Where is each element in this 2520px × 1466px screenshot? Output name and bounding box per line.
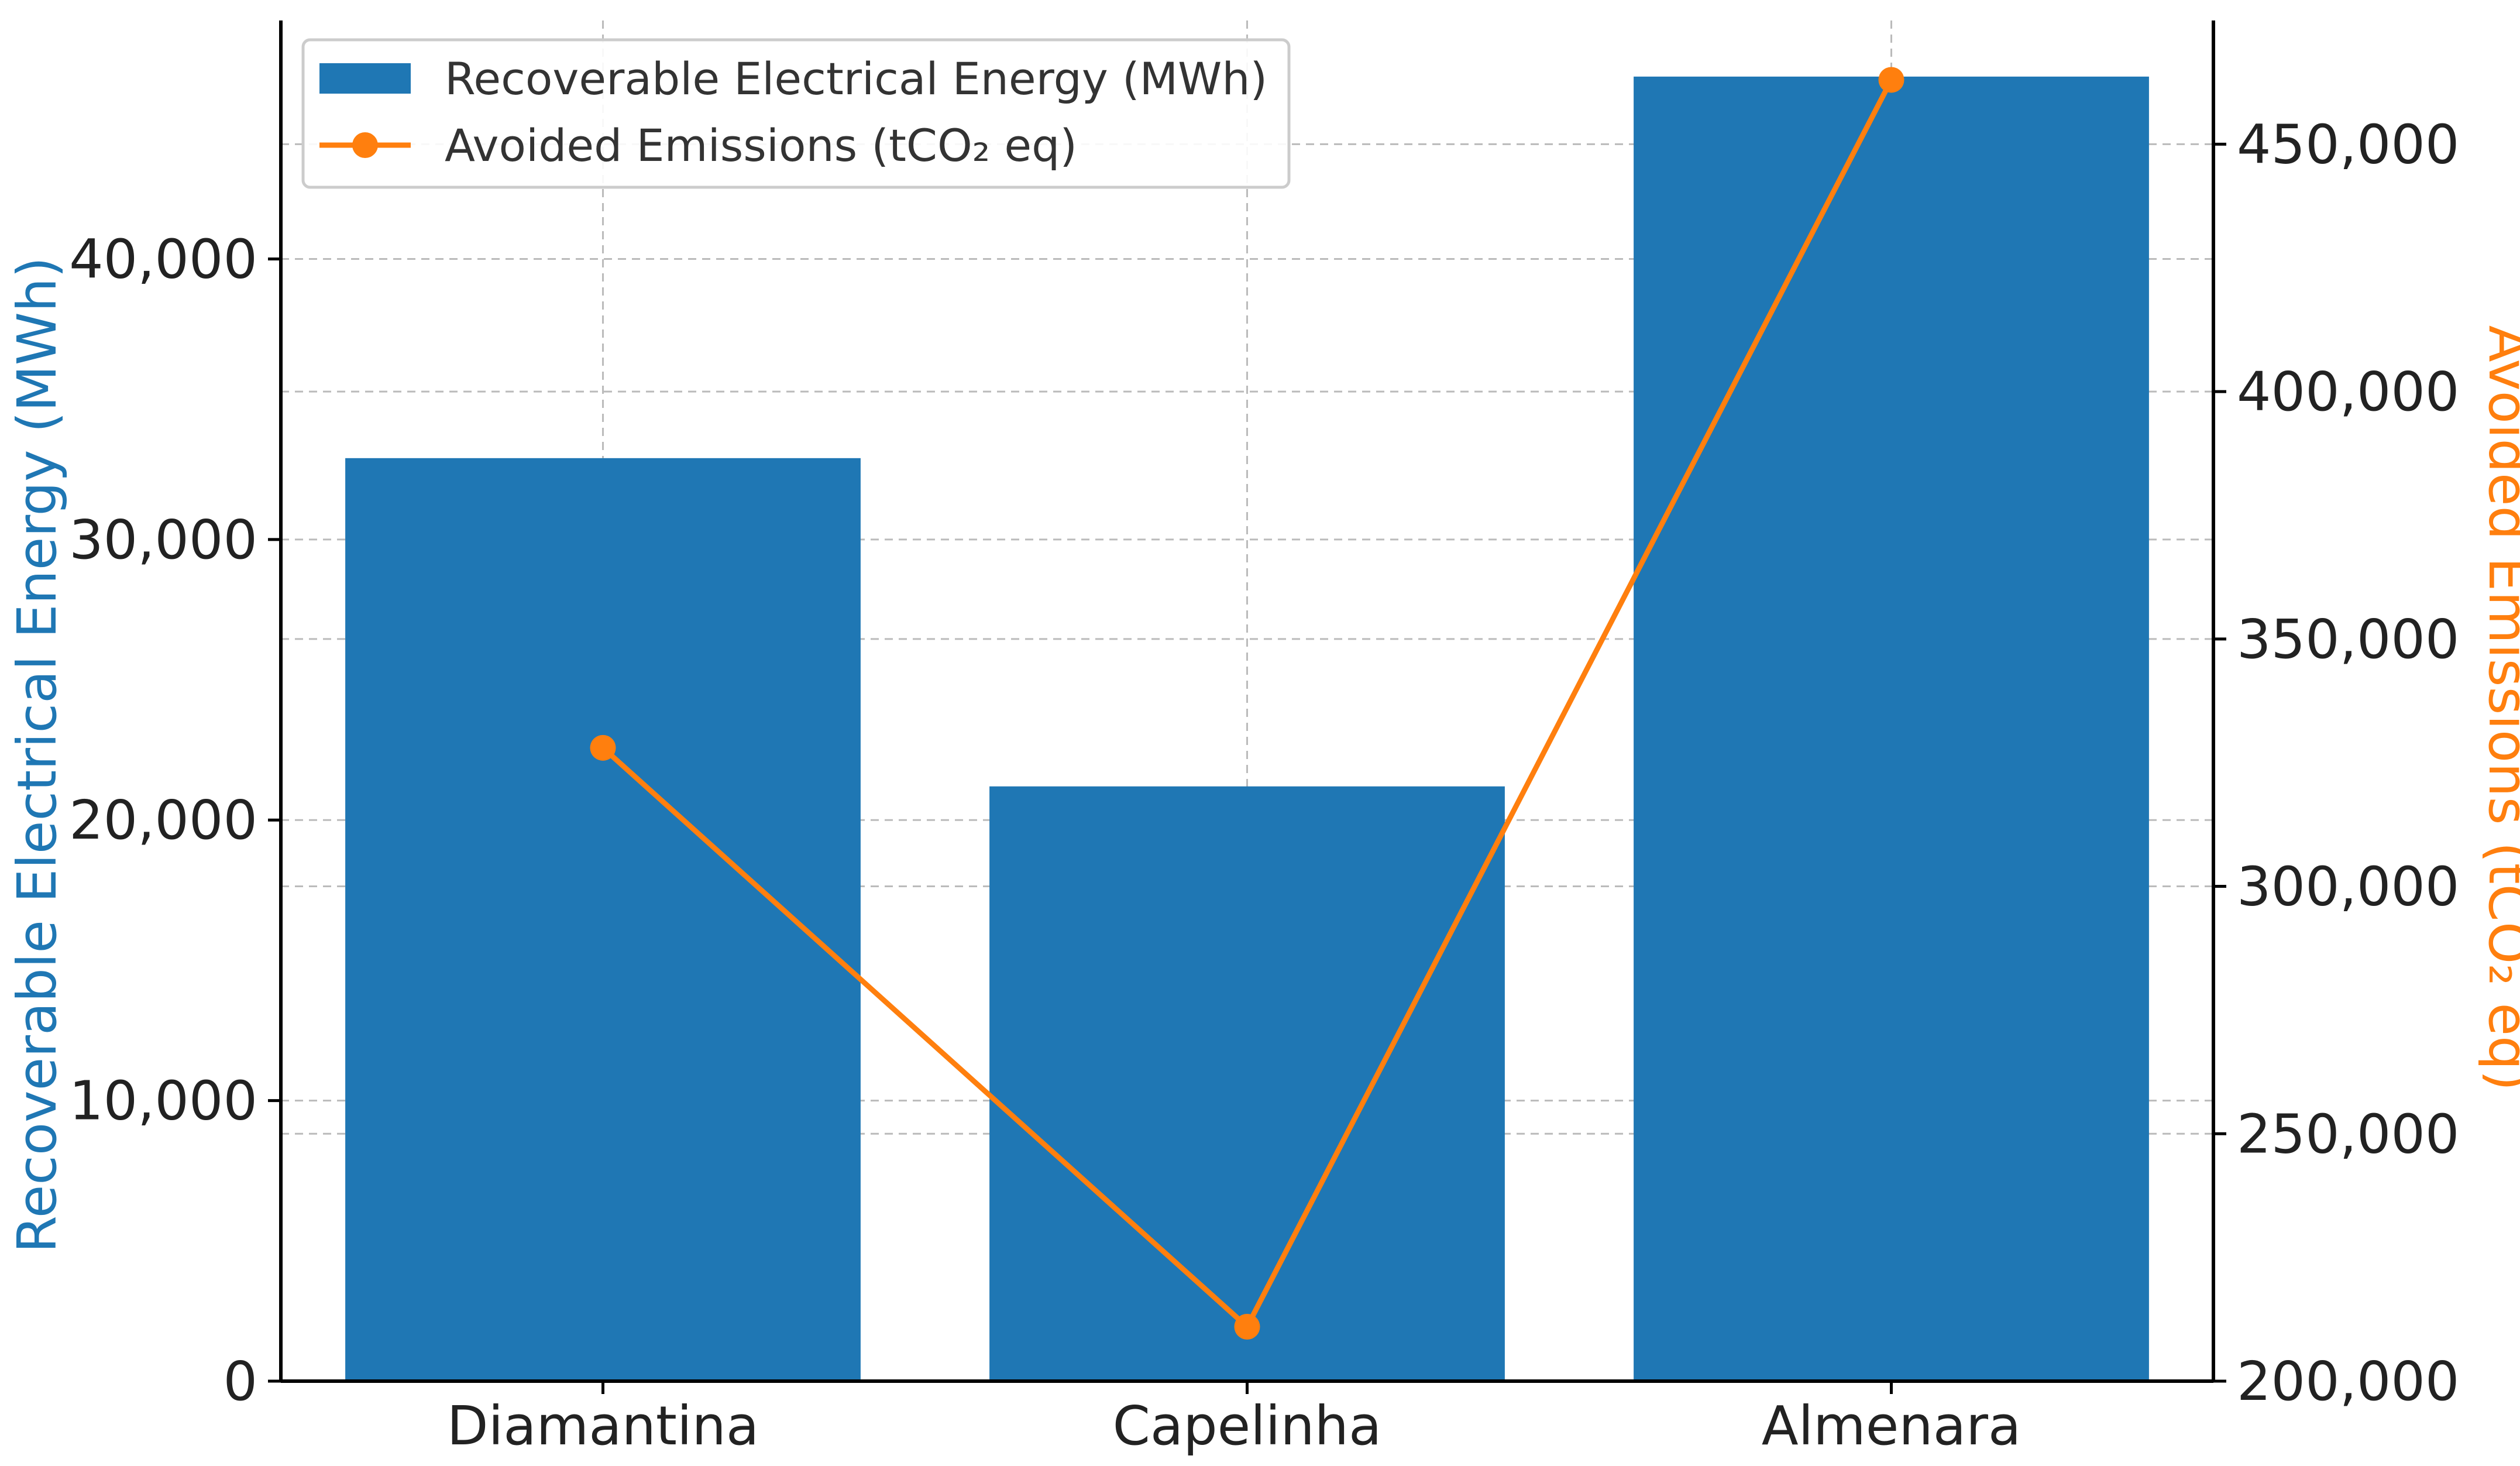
bar-diamantina (345, 458, 861, 1382)
tick-label-left: 20,000 (69, 789, 257, 852)
tick-label-right: 400,000 (2237, 361, 2459, 423)
y-axis-left-label: Recoverable Electrical Energy (MWh) (6, 257, 68, 1253)
legend-label-energy: Recoverable Electrical Energy (MWh) (445, 53, 1267, 105)
bar-capelinha (989, 786, 1505, 1381)
tick-label-right: 300,000 (2237, 856, 2459, 918)
axes (268, 20, 2226, 1394)
tick-label-right: 350,000 (2237, 608, 2459, 671)
emissions-point-diamantina (590, 734, 616, 761)
tick-labels: 0 10,000 20,000 30,000 40,000 200,000 250,000 3… (69, 113, 2459, 1457)
line-series (590, 67, 1904, 1340)
legend-bar-swatch (319, 63, 411, 94)
tick-label-right: 250,000 (2237, 1103, 2459, 1165)
y-axis-right-label: Avoided Emissions (tCO₂ eq) (2477, 325, 2520, 1091)
tick-label-left: 0 (223, 1350, 257, 1413)
tick-label-left: 30,000 (69, 509, 257, 571)
tick-label-left: 10,000 (69, 1070, 257, 1132)
legend-box (301, 38, 1291, 189)
tick-label-left: 40,000 (69, 228, 257, 290)
bar-series (345, 76, 2149, 1382)
tick-label-x: Almenara (1762, 1395, 2021, 1457)
legend-label-emissions: Avoided Emissions (tCO₂ eq) (445, 119, 1077, 171)
tick-label-x: Diamantina (447, 1395, 759, 1457)
bar-almenara (1634, 76, 2149, 1382)
emissions-point-almenara (1878, 67, 1904, 93)
legend: Recoverable Electrical Energy (MWh) Avoi… (301, 38, 1291, 189)
tick-label-right: 450,000 (2237, 113, 2459, 176)
emissions-point-capelinha (1234, 1314, 1260, 1340)
tick-label-right: 200,000 (2237, 1350, 2459, 1413)
tick-label-x: Capelinha (1113, 1395, 1382, 1457)
legend-line-marker (352, 132, 378, 158)
